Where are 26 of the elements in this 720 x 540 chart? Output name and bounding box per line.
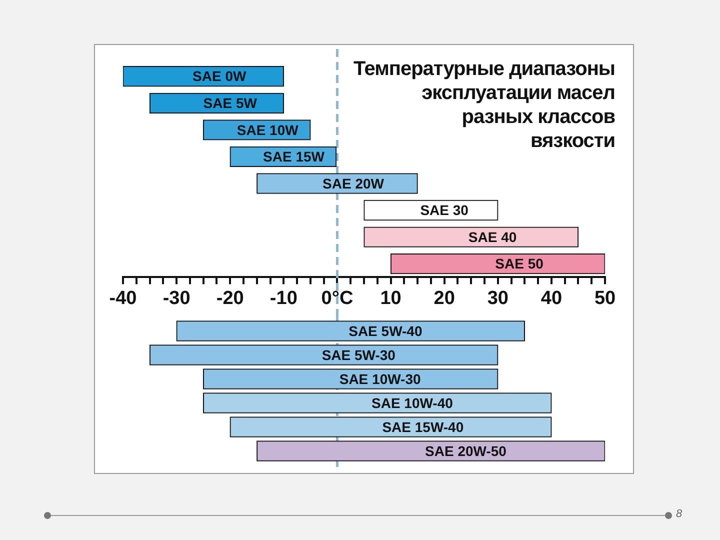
text: 8 bbox=[676, 508, 682, 520]
y-tick-label: SAE 30 bbox=[420, 202, 469, 218]
category-label: SAE 15W-40 bbox=[382, 418, 464, 435]
x-tick-label: -10 bbox=[270, 288, 298, 309]
y-tick-label: SAE 40 bbox=[468, 228, 517, 245]
y-tick-label: SAE 20W bbox=[322, 175, 385, 192]
y-tick-label: SAE 15W bbox=[263, 148, 326, 165]
y-tick-label: SAE 50 bbox=[495, 256, 544, 272]
x-tick-label: 0°C bbox=[321, 288, 354, 309]
y-tick-label: SAE 5W bbox=[203, 95, 258, 112]
x-tick-label: 20 bbox=[434, 288, 455, 309]
category-label: SAE 5W-30 bbox=[322, 346, 396, 363]
x-tick-label: 10 bbox=[380, 288, 402, 309]
category-label: SAE 10W-30 bbox=[339, 370, 421, 387]
category-label: SAE 20W-50 bbox=[425, 442, 506, 459]
y-tick-label: SAE 0W bbox=[192, 68, 248, 84]
category-label: SAE 10W-40 bbox=[371, 394, 453, 411]
x-tick-label: -30 bbox=[162, 288, 190, 309]
text: Температурные диапазоны эксплуатации масел разных классов вязкости bbox=[353, 57, 615, 153]
x-tick-label: 30 bbox=[487, 288, 508, 309]
x-tick-label: 40 bbox=[540, 288, 562, 309]
category-label: SAE 5W-40 bbox=[348, 322, 422, 339]
x-tick-label: 50 bbox=[594, 288, 616, 309]
y-tick-label: SAE 10W bbox=[236, 122, 300, 138]
x-tick-label: -20 bbox=[216, 288, 244, 309]
x-tick-label: -40 bbox=[109, 288, 137, 309]
